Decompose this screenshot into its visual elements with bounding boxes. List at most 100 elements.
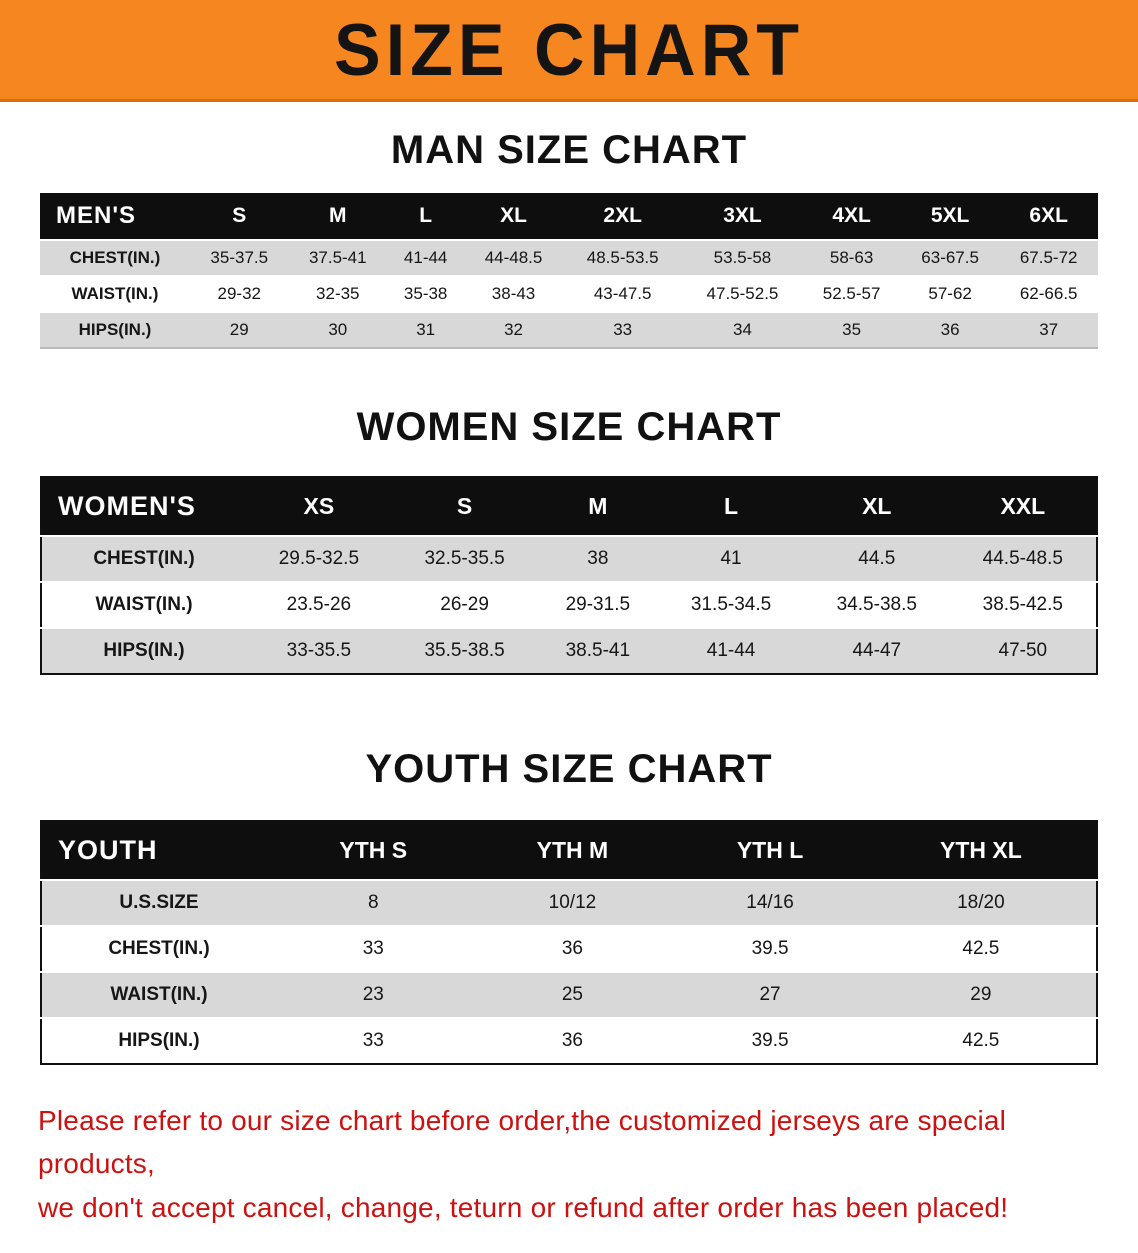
size-column-header: 2XL bbox=[603, 204, 642, 227]
size-value-cell: 44.5 bbox=[858, 548, 896, 569]
size-value-cell: 29.5-32.5 bbox=[278, 548, 360, 569]
size-value-cell: 25 bbox=[561, 984, 583, 1005]
size-value-cell: 41-44 bbox=[403, 248, 448, 267]
women-section-heading: WOMEN SIZE CHART bbox=[356, 405, 782, 449]
size-value-cell: 42.5 bbox=[962, 1030, 1000, 1051]
men-size-table: MEN'S S M L XL 2XL 3XL 4XL 5XL 6XL CHEST(IN.) 35-37… bbox=[40, 193, 1098, 349]
size-value-cell: 29 bbox=[229, 320, 249, 339]
size-value-cell: 8 bbox=[367, 892, 379, 913]
size-value-cell: 33-35.5 bbox=[286, 640, 352, 661]
size-value-cell: 31.5-34.5 bbox=[690, 594, 772, 615]
table-row: HIPS(IN.) 33-35.5 35.5-38.5 38.5-41 41-44 44-… bbox=[41, 628, 1097, 674]
men-section-heading: MAN SIZE CHART bbox=[390, 128, 748, 172]
size-value-cell: 34 bbox=[732, 320, 752, 339]
size-value-cell: 33 bbox=[362, 1030, 384, 1051]
page-title: SIZE CHART bbox=[334, 8, 804, 91]
size-column-header: YTH L bbox=[736, 837, 804, 863]
size-column-header: M bbox=[588, 493, 608, 519]
size-value-cell: 10/12 bbox=[548, 892, 597, 913]
size-value-cell: 35-37.5 bbox=[210, 248, 269, 267]
size-value-cell: 52.5-57 bbox=[822, 284, 881, 303]
size-value-cell: 29-31.5 bbox=[565, 594, 631, 615]
size-value-cell: 53.5-58 bbox=[713, 248, 772, 267]
youth-size-table: YOUTH YTH S YTH M YTH L YTH XL U.S.SIZE 8 10/12… bbox=[40, 820, 1098, 1065]
size-value-cell: 34.5-38.5 bbox=[836, 594, 917, 615]
size-value-cell: 43-47.5 bbox=[593, 284, 652, 303]
table-row: CHEST(IN.) 35-37.5 37.5-41 41-44 44-48.5 48.5… bbox=[40, 240, 1098, 276]
table-row: WAIST(IN.) 29-32 32-35 35-38 38-43 43-47.5 47.… bbox=[40, 276, 1098, 312]
notice-line-2: we don't accept cancel, change, teturn o… bbox=[38, 1191, 1009, 1223]
size-value-cell: 38 bbox=[587, 548, 609, 569]
women-size-table: WOMEN'S XS S M L XL XXL CHEST(IN.) 29.5-32.5 32.5… bbox=[40, 476, 1098, 675]
size-value-cell: 35 bbox=[842, 320, 862, 339]
size-value-cell: 36 bbox=[940, 320, 960, 339]
size-column-header: XXL bbox=[1000, 493, 1046, 519]
row-label: CHEST(IN.) bbox=[108, 938, 210, 959]
size-value-cell: 33 bbox=[362, 938, 384, 959]
table-row: WAIST(IN.) 23 25 27 29 bbox=[41, 972, 1097, 1018]
size-value-cell: 32.5-35.5 bbox=[424, 548, 505, 569]
size-column-header: 4XL bbox=[832, 204, 871, 227]
size-value-cell: 67.5-72 bbox=[1019, 248, 1078, 267]
size-value-cell: 39.5 bbox=[751, 938, 789, 959]
table-corner-label: MEN'S bbox=[56, 202, 137, 229]
table-corner-label: YOUTH bbox=[58, 835, 158, 865]
row-label: CHEST(IN.) bbox=[93, 548, 195, 569]
size-value-cell: 44-48.5 bbox=[484, 248, 543, 267]
women-section: WOMEN SIZE CHART WOMEN'S XS S M L XL XXL CHEST(… bbox=[0, 405, 1138, 675]
youth-section-heading: YOUTH SIZE CHART bbox=[365, 747, 773, 791]
size-value-cell: 23.5-26 bbox=[286, 594, 352, 615]
table-row: WAIST(IN.) 23.5-26 26-29 29-31.5 31.5-34.5 34… bbox=[41, 582, 1097, 628]
size-chart-banner: SIZE CHART bbox=[0, 0, 1138, 102]
men-section: MAN SIZE CHART MEN'S S M L XL 2XL 3XL 4XL 5XL 6XL… bbox=[0, 128, 1138, 349]
size-column-header: YTH XL bbox=[939, 837, 1022, 863]
size-value-cell: 29 bbox=[970, 984, 992, 1005]
size-value-cell: 41 bbox=[720, 548, 742, 569]
row-label: U.S.SIZE bbox=[119, 892, 199, 913]
size-column-header: YTH M bbox=[536, 837, 609, 863]
size-column-header: XL bbox=[862, 493, 892, 519]
size-column-header: S bbox=[456, 493, 473, 519]
table-row: U.S.SIZE 8 10/12 14/16 18/20 bbox=[41, 880, 1097, 926]
size-column-header: XL bbox=[500, 204, 527, 227]
size-value-cell: 48.5-53.5 bbox=[586, 248, 659, 267]
size-column-header: 5XL bbox=[930, 204, 970, 227]
size-value-cell: 33 bbox=[613, 320, 633, 339]
size-value-cell: 39.5 bbox=[751, 1030, 789, 1051]
size-value-cell: 26-29 bbox=[440, 594, 489, 615]
row-label: HIPS(IN.) bbox=[118, 1030, 200, 1051]
size-value-cell: 58-63 bbox=[829, 248, 874, 267]
youth-section: YOUTH SIZE CHART YOUTH YTH S YTH M YTH L YTH… bbox=[0, 747, 1138, 1065]
size-value-cell: 38.5-41 bbox=[565, 640, 631, 661]
size-value-cell: 35-38 bbox=[403, 284, 448, 303]
table-header-row: WOMEN'S XS S M L XL XXL bbox=[41, 477, 1097, 536]
size-value-cell: 47.5-52.5 bbox=[706, 284, 779, 303]
size-value-cell: 36 bbox=[561, 938, 583, 959]
size-value-cell: 41-44 bbox=[706, 640, 756, 661]
size-column-header: L bbox=[724, 493, 739, 519]
row-label: WAIST(IN.) bbox=[71, 284, 159, 303]
table-header-row: YOUTH YTH S YTH M YTH L YTH XL bbox=[41, 821, 1097, 880]
size-value-cell: 35.5-38.5 bbox=[424, 640, 505, 661]
row-label: CHEST(IN.) bbox=[69, 248, 161, 267]
size-column-header: 6XL bbox=[1029, 204, 1068, 227]
size-value-cell: 30 bbox=[328, 320, 348, 339]
table-row: CHEST(IN.) 33 36 39.5 42.5 bbox=[41, 926, 1097, 972]
notice-line-1: Please refer to our size chart before or… bbox=[38, 1105, 1007, 1180]
row-label: WAIST(IN.) bbox=[110, 984, 208, 1005]
size-value-cell: 44-47 bbox=[852, 640, 902, 661]
size-value-cell: 32 bbox=[504, 320, 523, 339]
size-column-header: YTH S bbox=[339, 837, 408, 863]
size-value-cell: 44.5-48.5 bbox=[982, 548, 1063, 569]
size-value-cell: 42.5 bbox=[962, 938, 1000, 959]
size-column-header: XS bbox=[303, 493, 335, 519]
table-row: HIPS(IN.) 33 36 39.5 42.5 bbox=[41, 1018, 1097, 1064]
size-value-cell: 31 bbox=[416, 320, 436, 339]
size-value-cell: 37.5-41 bbox=[308, 248, 367, 267]
table-row: HIPS(IN.) 29 30 31 32 33 34 35 36 37 bbox=[40, 312, 1098, 348]
size-value-cell: 38-43 bbox=[491, 284, 536, 303]
size-value-cell: 36 bbox=[561, 1030, 583, 1051]
table-corner-label: WOMEN'S bbox=[58, 491, 196, 521]
size-column-header: S bbox=[232, 204, 247, 227]
row-label: HIPS(IN.) bbox=[78, 320, 152, 339]
